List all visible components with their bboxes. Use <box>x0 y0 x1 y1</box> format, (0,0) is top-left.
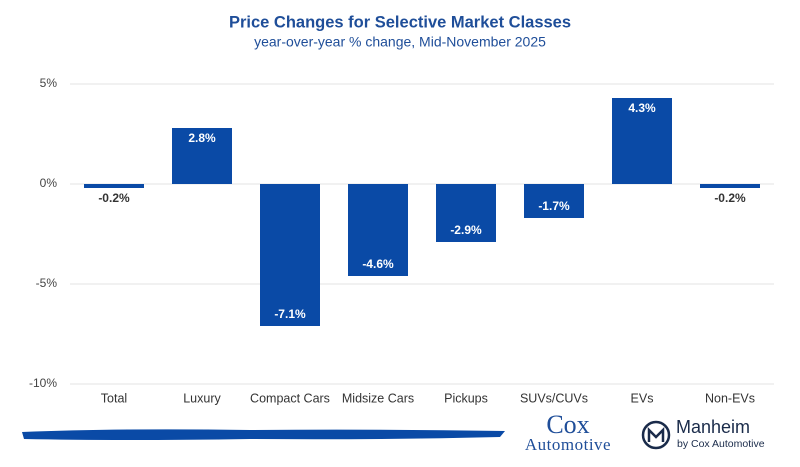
value-label: -2.9% <box>450 223 482 237</box>
x-tick-label: EVs <box>631 391 654 405</box>
y-tick-label: -5% <box>36 276 58 290</box>
bar <box>172 128 232 184</box>
y-tick-label: 0% <box>40 176 58 190</box>
cox-logo: Cox <box>546 410 589 439</box>
bar <box>84 184 144 188</box>
value-label: 4.3% <box>628 101 656 115</box>
y-tick-label: 5% <box>40 76 58 90</box>
value-label: -4.6% <box>362 257 394 271</box>
y-tick-label: -10% <box>29 376 57 390</box>
manheim-icon <box>641 420 671 450</box>
manheim-icon-m <box>647 426 665 442</box>
x-tick-label: SUVs/CUVs <box>520 391 588 405</box>
bar <box>612 98 672 184</box>
cox-logo-sub: Automotive <box>525 435 611 454</box>
bar <box>700 184 760 188</box>
value-label: -0.2% <box>98 191 130 205</box>
bar <box>524 184 584 218</box>
bar <box>348 184 408 276</box>
bar <box>260 184 320 326</box>
x-tick-label: Pickups <box>444 391 488 405</box>
value-label: 2.8% <box>188 131 216 145</box>
x-tick-label: Compact Cars <box>250 391 330 405</box>
plot-area: 5% 0% -5% -10% Total -0.2% Luxury 2.8% Compact C… <box>29 76 774 405</box>
value-label: -7.1% <box>274 307 306 321</box>
value-label: -1.7% <box>538 199 570 213</box>
bar <box>436 184 496 242</box>
x-tick-label: Total <box>101 391 127 405</box>
x-tick-label: Midsize Cars <box>342 391 414 405</box>
chart-subtitle: year-over-year % change, Mid-November 20… <box>254 34 546 50</box>
manheim-sub: by Cox Automotive <box>677 438 765 450</box>
value-label: -0.2% <box>714 191 746 205</box>
chart-title: Price Changes for Selective Market Class… <box>229 13 571 31</box>
brush-stroke <box>22 429 505 440</box>
manheim-logo: Manheim <box>676 417 750 437</box>
x-tick-label: Non-EVs <box>705 391 755 405</box>
x-tick-label: Luxury <box>183 391 221 405</box>
